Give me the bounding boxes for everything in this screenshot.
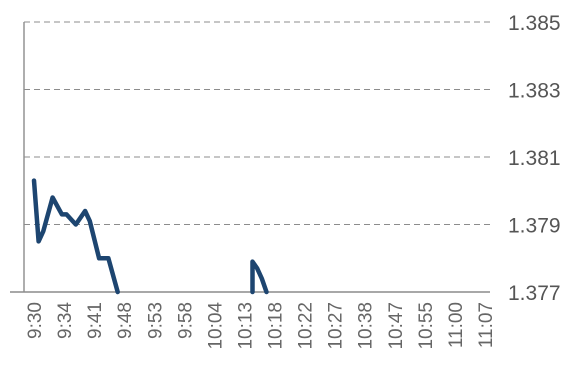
- x-tick-label: 9:41: [85, 302, 106, 339]
- x-tick-label: 10:47: [386, 302, 407, 350]
- y-tick-label: 1.385: [508, 12, 561, 35]
- y-tick-label: 1.377: [508, 282, 561, 305]
- y-tick-label: 1.383: [508, 80, 561, 103]
- y-tick-label: 1.381: [508, 147, 561, 170]
- x-tick-label: 9:48: [115, 302, 136, 339]
- series-line: [250, 259, 269, 295]
- series-layer: [31, 178, 269, 295]
- x-tick-label: 10:13: [235, 302, 256, 350]
- x-tick-label: 10:27: [326, 302, 347, 350]
- x-tick-label: 11:00: [446, 302, 467, 348]
- x-tick-label: 9:58: [175, 302, 196, 339]
- x-tick-label: 11:07: [476, 302, 497, 348]
- x-tick-label: 10:55: [416, 302, 437, 350]
- x-tick-label: 9:34: [55, 302, 76, 339]
- x-tick-label: 10:38: [356, 302, 377, 350]
- x-tick-label: 9:30: [25, 302, 46, 339]
- axes: [10, 22, 490, 293]
- x-tick-label: 9:53: [145, 302, 166, 339]
- x-tick-label: 10:04: [205, 302, 226, 350]
- x-tick-labels: 9:30 9:34 9:41 9:48 9:53 9:58 10:04 10:13 10:18 1…: [25, 302, 497, 350]
- x-tick-label: 10:18: [266, 302, 287, 350]
- series-line: [31, 178, 120, 295]
- gridlines: [24, 21, 490, 225]
- x-tick-label: 10:22: [296, 302, 317, 350]
- y-tick-labels: 1.385 1.383 1.381 1.379 1.377: [508, 12, 561, 305]
- y-tick-label: 1.379: [508, 215, 561, 238]
